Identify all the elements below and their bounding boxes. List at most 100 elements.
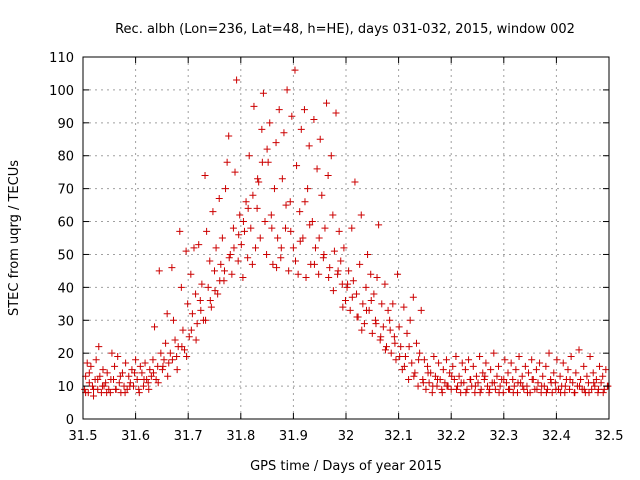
data-point: [278, 175, 286, 183]
data-point: [490, 349, 498, 357]
data-point: [283, 86, 291, 94]
x-tick-label: 31.5: [69, 429, 98, 444]
data-point: [476, 352, 484, 360]
y-tick-label: 100: [49, 84, 74, 99]
data-point: [590, 379, 598, 387]
data-point: [457, 379, 465, 387]
data-point: [452, 352, 460, 360]
data-point: [190, 244, 198, 252]
data-point: [452, 385, 460, 393]
data-point: [285, 267, 293, 275]
data-point: [313, 165, 321, 173]
data-point: [424, 362, 432, 370]
data-point: [151, 323, 159, 331]
data-point: [415, 356, 423, 364]
data-point: [126, 379, 134, 387]
data-point: [539, 372, 547, 380]
data-point: [269, 260, 277, 268]
data-point: [160, 356, 168, 364]
data-point: [302, 273, 310, 281]
data-point: [504, 369, 512, 377]
data-point: [296, 237, 304, 245]
data-point: [310, 116, 318, 124]
data-point: [528, 376, 536, 384]
data-point: [294, 270, 302, 278]
data-point: [567, 352, 575, 360]
data-point: [329, 211, 337, 219]
data-point: [463, 385, 471, 393]
data-point: [386, 326, 394, 334]
data-point: [363, 306, 371, 314]
data-point: [571, 389, 579, 397]
data-point: [392, 356, 400, 364]
y-tick-label: 50: [57, 248, 74, 263]
data-point: [154, 379, 162, 387]
data-point: [184, 300, 192, 308]
x-tick-label: 32.3: [489, 429, 518, 444]
data-point: [202, 316, 210, 324]
data-point: [507, 359, 515, 367]
data-point: [596, 362, 604, 370]
data-point: [244, 204, 252, 212]
data-point: [419, 379, 427, 387]
data-point: [397, 343, 405, 351]
data-point: [121, 389, 129, 397]
data-point: [566, 376, 574, 384]
data-point: [465, 356, 473, 364]
data-point: [471, 382, 479, 390]
data-point: [580, 362, 588, 370]
data-point: [168, 356, 176, 364]
data-point: [239, 273, 247, 281]
data-point: [487, 366, 495, 374]
data-point: [550, 369, 558, 377]
data-point: [586, 352, 594, 360]
data-point: [217, 260, 225, 268]
data-point: [469, 362, 477, 370]
data-point: [220, 267, 228, 275]
data-point: [327, 152, 335, 160]
data-point: [185, 333, 193, 341]
data-point: [196, 297, 204, 305]
data-point: [485, 389, 493, 397]
data-point: [480, 376, 488, 384]
data-point: [247, 224, 255, 232]
y-tick-label: 30: [57, 314, 74, 329]
data-point: [230, 244, 238, 252]
data-point: [495, 362, 503, 370]
data-point: [173, 366, 181, 374]
data-point: [486, 385, 494, 393]
data-point: [376, 336, 384, 344]
data-point: [240, 227, 248, 235]
data-point: [602, 366, 610, 374]
data-point: [268, 224, 276, 232]
data-point: [95, 343, 103, 351]
data-point: [495, 389, 503, 397]
data-point: [387, 349, 395, 357]
data-point: [83, 359, 91, 367]
data-point: [538, 382, 546, 390]
data-point: [521, 362, 529, 370]
data-point: [258, 125, 266, 133]
x-tick-label: 32.1: [384, 429, 413, 444]
data-point: [315, 270, 323, 278]
data-point: [222, 185, 230, 193]
x-tick-label: 31.6: [121, 429, 150, 444]
data-point: [323, 99, 331, 107]
data-point: [512, 366, 520, 374]
data-point: [493, 372, 501, 380]
data-point: [589, 369, 597, 377]
data-point: [203, 227, 211, 235]
data-point: [575, 346, 583, 354]
y-tick-label: 90: [57, 117, 74, 132]
data-point: [228, 270, 236, 278]
data-point: [422, 385, 430, 393]
data-point: [145, 385, 153, 393]
data-point: [305, 142, 313, 150]
data-point: [226, 250, 234, 258]
data-point: [386, 316, 394, 324]
data-point: [591, 382, 599, 390]
data-point: [258, 158, 266, 166]
data-point: [345, 267, 353, 275]
data-point: [329, 287, 337, 295]
data-point: [576, 382, 584, 390]
